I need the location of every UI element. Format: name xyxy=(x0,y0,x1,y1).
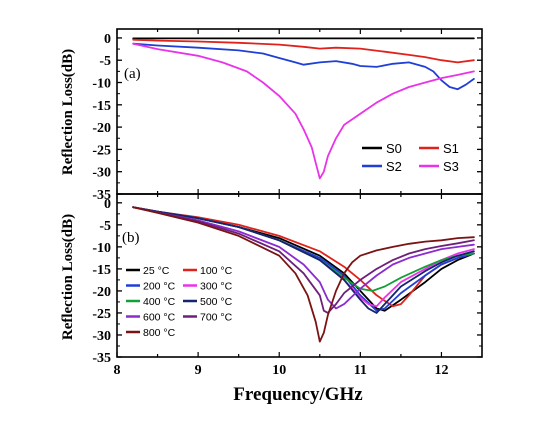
y-tick-label: -15 xyxy=(92,99,111,114)
panel-b-ylabel: Reflection Loss(dB) xyxy=(60,214,76,340)
x-tick-label: 8 xyxy=(114,363,121,378)
y-tick-label: -35 xyxy=(92,188,111,203)
x-tick-label: 10 xyxy=(272,363,286,378)
y-tick-label: -20 xyxy=(92,121,111,136)
y-tick-label: -5 xyxy=(99,219,111,234)
legend-label: 300 °C xyxy=(200,281,233,293)
panel-b-chart: 0 -5 -10 -15 -20 -25 -30 -358 9 10 11 12 (b) 25 °C 100… xyxy=(92,193,483,378)
legend-label: 600 °C xyxy=(143,312,176,324)
legend-label: 200 °C xyxy=(143,281,176,293)
legend-label: 500 °C xyxy=(200,296,233,308)
x-tick-label: 12 xyxy=(434,363,448,378)
panel-a-ylabel: Reflection Loss(dB) xyxy=(60,49,76,175)
panel-label: (a) xyxy=(124,66,141,82)
x-axis-title: Frequency/GHz xyxy=(233,384,363,405)
legend-label: S0 xyxy=(386,141,402,156)
legend-label: S1 xyxy=(443,141,459,156)
y-tick-label: -35 xyxy=(92,351,111,366)
legend-label: 700 °C xyxy=(200,312,233,324)
plot-frame xyxy=(116,193,483,358)
series-line xyxy=(132,206,475,308)
series-line xyxy=(132,206,475,310)
legend-label: S3 xyxy=(443,159,459,174)
series-line xyxy=(132,42,475,91)
x-tick-label: 9 xyxy=(195,363,202,378)
x-tick-label: 11 xyxy=(354,363,367,378)
y-tick-label: -30 xyxy=(92,329,111,344)
y-tick-label: -25 xyxy=(92,307,111,322)
y-tick-label: -20 xyxy=(92,285,111,300)
legend-label: 400 °C xyxy=(143,296,176,308)
y-tick-label: 0 xyxy=(104,32,111,47)
legend-label: 25 °C xyxy=(143,265,170,277)
series-line xyxy=(132,206,475,343)
series-line xyxy=(132,38,475,64)
y-tick-label: -15 xyxy=(92,263,111,278)
series-line xyxy=(132,206,475,312)
panel-a-chart: 0 -5 -10 -15 -20 -25 -30 -35 (a) S0 S1 S2 S3 xyxy=(92,28,483,203)
legend-label: 800 °C xyxy=(143,327,176,339)
panel-label: (b) xyxy=(122,230,140,246)
series-line xyxy=(132,206,475,314)
series-line xyxy=(132,206,475,314)
series-line xyxy=(132,206,475,312)
y-tick-label: -5 xyxy=(99,54,111,69)
y-tick-label: -10 xyxy=(92,241,111,256)
series-line xyxy=(132,206,475,308)
y-tick-label: -25 xyxy=(92,143,111,158)
plot-frame xyxy=(116,28,483,195)
y-tick-label: -10 xyxy=(92,77,111,92)
y-tick-label: 0 xyxy=(104,197,111,212)
series-line xyxy=(132,42,475,180)
legend-label: 100 °C xyxy=(200,265,233,277)
y-tick-label: -30 xyxy=(92,166,111,181)
legend-label: S2 xyxy=(386,159,402,174)
